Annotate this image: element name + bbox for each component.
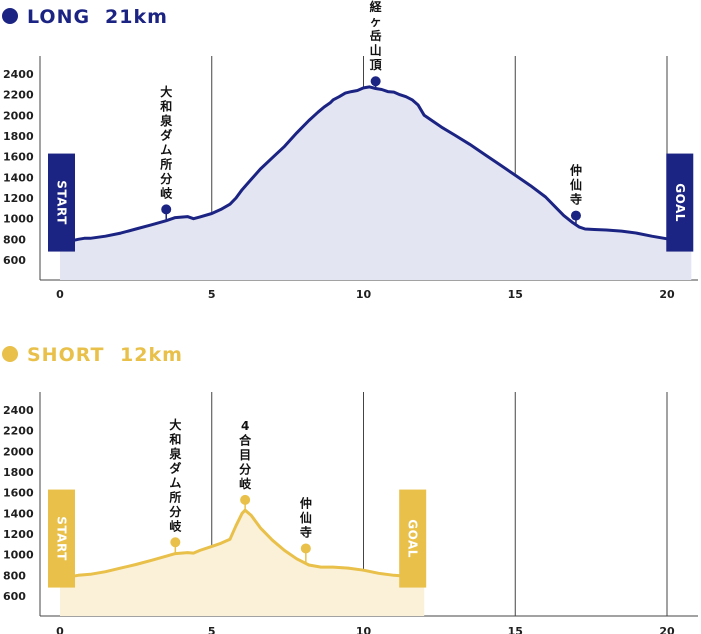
short-y-tick-label: 1800 — [3, 466, 34, 479]
short-annotation-label: 仲仙寺 — [300, 495, 312, 539]
long-title-dot — [2, 8, 18, 24]
short-annotation-label: 大和泉ダム所分岐 — [168, 417, 182, 534]
short-annotation-marker — [240, 494, 251, 505]
long-y-tick-label: 1800 — [3, 130, 34, 143]
short-annotation-marker — [170, 537, 181, 548]
long-x-tick-label: 5 — [208, 288, 216, 301]
short-y-tick-label: 1400 — [3, 507, 34, 520]
short-elevation-area — [60, 510, 425, 616]
long-x-tick-label: 20 — [659, 288, 675, 301]
short-x-tick-label: 5 — [208, 625, 216, 634]
long-y-tick-label: 2200 — [3, 89, 34, 102]
long-start-flag-label: START — [55, 180, 69, 225]
long-chart-title: LONG — [27, 6, 90, 28]
long-y-tick-label: 2000 — [3, 109, 34, 122]
long-y-tick-label: 2400 — [3, 68, 34, 81]
short-elevation-line — [59, 508, 425, 580]
long-annotation-marker — [370, 76, 381, 87]
long-x-tick-label: 0 — [56, 288, 64, 301]
long-annotation-marker — [161, 204, 172, 215]
long-elevation-line — [59, 85, 692, 244]
short-start-flag-label: START — [55, 516, 69, 561]
short-y-tick-label: 800 — [3, 569, 26, 582]
long-chart: LONG 21km 2400 2200 2000 1800 1600 1400 1200 1000… — [2, 0, 698, 301]
long-annotation-marker — [570, 210, 581, 221]
long-y-tick-label: 800 — [3, 233, 26, 246]
short-chart-title: SHORT — [27, 344, 104, 366]
short-annotation-marker — [300, 543, 311, 554]
long-annotation-label: 経ヶ岳山頂 — [370, 0, 383, 72]
long-x-tick-label: 15 — [508, 288, 523, 301]
short-chart-distance: 12km — [120, 344, 183, 366]
short-y-tick-label: 2000 — [3, 445, 34, 458]
long-y-tick-label: 1400 — [3, 171, 34, 184]
short-y-tick-label: 1000 — [3, 549, 34, 562]
long-y-tick-label: 600 — [3, 254, 26, 267]
short-annotation-label: 4 合目分岐 — [239, 419, 252, 491]
short-x-tick-label: 20 — [659, 625, 675, 634]
short-y-tick-label: 2400 — [3, 404, 34, 417]
short-x-tick-label: 0 — [56, 625, 64, 634]
long-annotation-label: 仲仙寺 — [570, 163, 582, 207]
short-goal-flag-label: GOAL — [406, 519, 420, 558]
long-annotation-label: 大和泉ダム所分岐 — [159, 84, 173, 201]
long-elevation-area — [60, 86, 692, 281]
long-y-tick-label: 1600 — [3, 151, 34, 164]
short-chart: SHORT 12km2400220020001800160014001200100… — [2, 344, 698, 634]
long-start-flag — [48, 153, 75, 252]
short-y-tick-label: 600 — [3, 590, 26, 603]
long-goal-flag — [666, 153, 694, 252]
short-y-tick-label: 1200 — [3, 528, 34, 541]
short-x-tick-label: 15 — [508, 625, 523, 634]
long-goal-flag-label: GOAL — [673, 183, 687, 222]
short-title-dot — [2, 346, 18, 362]
short-start-flag — [48, 489, 75, 588]
long-y-tick-label: 1200 — [3, 192, 34, 205]
short-goal-flag — [399, 489, 427, 588]
short-y-tick-label: 1600 — [3, 487, 34, 500]
short-x-tick-label: 10 — [356, 625, 372, 634]
short-y-tick-label: 2200 — [3, 425, 34, 438]
long-y-tick-label: 1000 — [3, 213, 34, 226]
long-chart-distance: 21km — [105, 6, 168, 28]
long-x-tick-label: 10 — [356, 288, 372, 301]
